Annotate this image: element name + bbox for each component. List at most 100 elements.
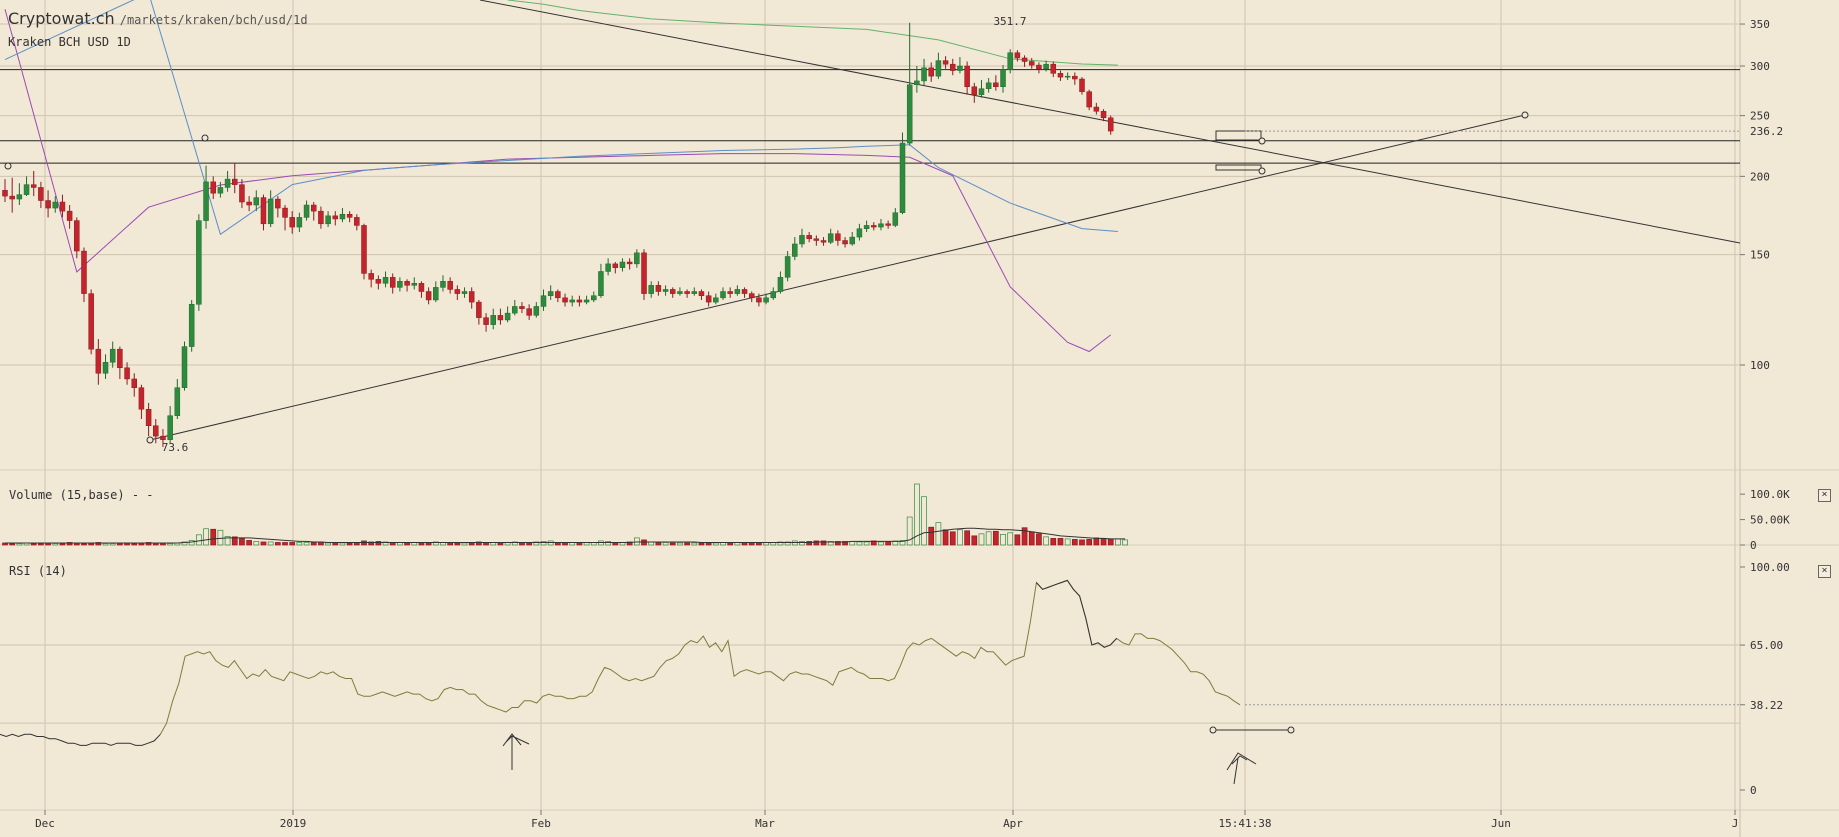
rsi-tick-label: 0 [1750, 784, 1757, 797]
candle-body [598, 271, 604, 296]
candle-body [253, 197, 260, 206]
candle-body [9, 195, 15, 200]
candle-body [1043, 63, 1049, 69]
candle-body [468, 291, 475, 303]
candle-body [59, 201, 66, 212]
hand-drawn-arrow [1226, 752, 1257, 785]
volume-bar [16, 543, 23, 546]
high-price-label: 351.7 [993, 15, 1026, 28]
volume-bar [476, 541, 482, 546]
candle-body [203, 181, 209, 221]
candle-body [971, 86, 978, 95]
candle-body [713, 297, 719, 303]
candle-body [361, 225, 367, 274]
volume-bar [1107, 538, 1114, 546]
candle-body [167, 415, 173, 440]
brand-name[interactable]: Cryptowat.ch [8, 9, 115, 28]
volume-bar [691, 542, 698, 546]
volume-bar [102, 543, 109, 546]
candle-body [863, 225, 870, 229]
volume-bar [167, 543, 173, 546]
volume-bar [964, 530, 970, 546]
x-tick-label: Feb [531, 817, 551, 830]
candle-body [109, 348, 116, 363]
volume-bar [949, 531, 956, 546]
candle-body [942, 60, 949, 65]
candle-body [684, 291, 690, 294]
volume-bar [432, 541, 439, 546]
candle-body [145, 408, 152, 426]
candle-body [1064, 75, 1071, 78]
volume-bar [842, 541, 848, 546]
range-box-drawing [1215, 130, 1262, 141]
candle-body [799, 235, 805, 245]
volume-bar [669, 542, 676, 546]
volume-bar [992, 530, 999, 546]
candle-body [23, 184, 30, 195]
rsi-close-icon[interactable]: × [1818, 565, 1831, 578]
candle-body [375, 279, 382, 284]
volume-bar [1057, 538, 1064, 546]
candle-body [885, 223, 891, 226]
volume-bar [806, 541, 813, 546]
candle-body [1021, 57, 1028, 62]
candle-body [906, 84, 913, 144]
volume-bar [1100, 538, 1107, 546]
volume-bar [1086, 539, 1093, 546]
candle-body [871, 225, 877, 228]
candle-body [741, 289, 748, 294]
volume-bar [181, 541, 188, 546]
volume-bar [1079, 539, 1085, 546]
brand-title: Cryptowat.ch /markets/kraken/bch/usd/1d [8, 9, 308, 28]
volume-bar [626, 541, 633, 546]
volume-bar [985, 531, 992, 546]
candle-body [454, 289, 461, 294]
candle-body [95, 348, 102, 374]
volume-bar [9, 543, 16, 546]
candle-body [655, 285, 662, 292]
volume-tick-label: 100.0K [1750, 488, 1790, 501]
volume-bar [282, 542, 288, 546]
drawing-handle [1287, 726, 1295, 734]
volume-bar [289, 542, 296, 546]
volume-bar [231, 536, 238, 546]
volume-bar [274, 542, 281, 546]
volume-close-icon[interactable]: × [1818, 489, 1831, 502]
candle-body [296, 217, 303, 228]
candle-body [368, 273, 374, 280]
candle-body [835, 233, 841, 241]
candle-body [66, 210, 73, 221]
volume-bar [81, 543, 87, 546]
candle-body [519, 306, 525, 309]
volume-bar [95, 542, 102, 546]
volume-bar [1115, 538, 1121, 546]
volume-bar [899, 540, 906, 546]
volume-tick-label: 50.00K [1750, 514, 1790, 527]
candle-body [914, 80, 920, 86]
candle-body [88, 293, 94, 350]
volume-bar [784, 541, 791, 546]
candle-body [547, 291, 554, 296]
volume-bar [1071, 539, 1078, 546]
candle-body [404, 281, 410, 286]
volume-bar [30, 543, 37, 546]
volume-bar [368, 541, 375, 546]
rsi-line-segment [1036, 579, 1117, 648]
candle-body [878, 223, 884, 228]
candle-body [648, 285, 654, 294]
candle-body [1100, 111, 1107, 119]
candle-body [224, 178, 231, 188]
candle-body [662, 289, 669, 292]
candle-body [382, 277, 389, 284]
drawing-handle [201, 134, 209, 142]
candle-body [397, 281, 403, 288]
volume-bar [835, 541, 841, 546]
hand-drawn-arrow [502, 733, 530, 770]
candle-body [1072, 75, 1078, 80]
volume-tick-label: 0 [1750, 539, 1757, 552]
volume-bar [605, 541, 611, 546]
candle-body [74, 220, 80, 252]
volume-bar [533, 541, 540, 546]
